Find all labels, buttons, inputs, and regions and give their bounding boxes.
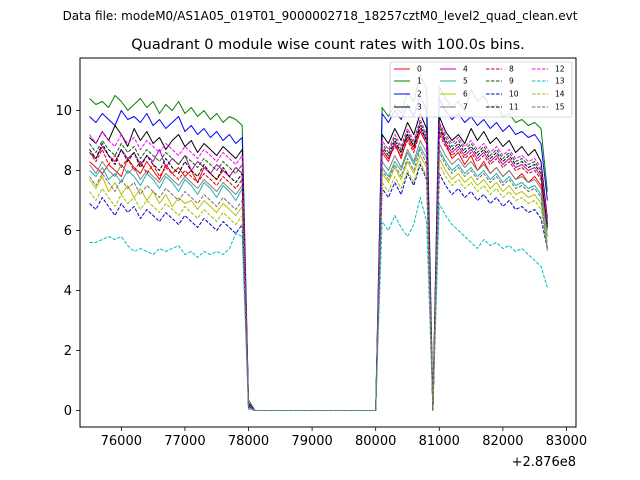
legend-label-11: 11 xyxy=(509,103,519,112)
legend-label-12: 12 xyxy=(555,65,565,74)
y-tick-label: 6 xyxy=(64,224,72,239)
x-offset-label: +2.876e8 xyxy=(512,455,576,470)
x-tick-label: 83000 xyxy=(546,434,587,449)
x-tick-label: 80000 xyxy=(355,434,396,449)
legend-label-13: 13 xyxy=(555,77,565,86)
legend-label-6: 6 xyxy=(463,90,468,99)
legend-label-0: 0 xyxy=(417,65,422,74)
x-tick-label: 81000 xyxy=(419,434,460,449)
legend-label-5: 5 xyxy=(463,77,468,86)
y-tick-label: 8 xyxy=(64,164,72,179)
x-tick-label: 77000 xyxy=(164,434,205,449)
x-tick-label: 76000 xyxy=(101,434,142,449)
legend-label-14: 14 xyxy=(555,90,565,99)
legend-label-8: 8 xyxy=(509,65,514,74)
legend-label-7: 7 xyxy=(463,103,468,112)
y-tick-label: 4 xyxy=(64,284,72,299)
y-axis: 0 2 4 6 8 10 xyxy=(55,104,80,419)
legend-frame xyxy=(389,61,573,118)
series-line-10 xyxy=(89,164,548,411)
legend-label-2: 2 xyxy=(417,90,422,99)
legend-label-3: 3 xyxy=(417,103,422,112)
plot-area xyxy=(89,74,548,411)
figure-suptitle: Data file: modeM0/AS1A05_019T01_90000027… xyxy=(63,9,578,23)
y-tick-label: 0 xyxy=(64,404,72,419)
series-line-13 xyxy=(89,197,548,411)
x-axis: 76000 77000 78000 79000 80000 81000 82000 83000 xyxy=(101,427,587,449)
x-tick-label: 79000 xyxy=(291,434,332,449)
legend-label-9: 9 xyxy=(509,77,514,86)
legend-label-4: 4 xyxy=(463,65,468,74)
chart-title: Quadrant 0 module wise count rates with … xyxy=(131,37,525,53)
legend-label-15: 15 xyxy=(555,103,565,112)
x-tick-label: 78000 xyxy=(228,434,269,449)
series-line-15 xyxy=(89,149,548,411)
y-tick-label: 10 xyxy=(55,104,72,119)
x-tick-label: 82000 xyxy=(482,434,523,449)
legend-label-10: 10 xyxy=(509,90,519,99)
legend-label-1: 1 xyxy=(417,77,422,86)
series-line-14 xyxy=(89,161,548,411)
y-tick-label: 2 xyxy=(64,344,72,359)
axes-frame xyxy=(79,57,577,428)
